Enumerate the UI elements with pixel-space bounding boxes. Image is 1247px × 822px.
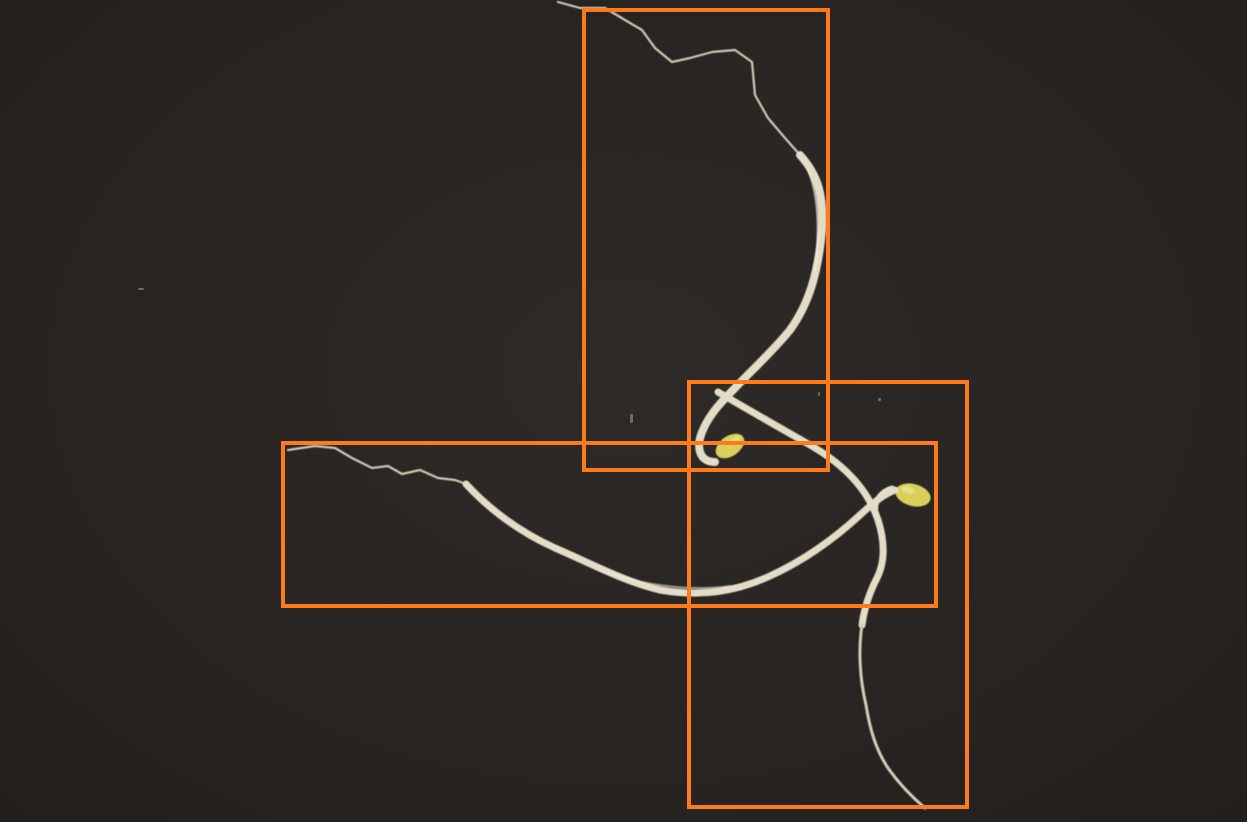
dust-speck xyxy=(878,398,881,401)
dust-speck xyxy=(630,414,633,423)
sprout-3-root xyxy=(286,444,468,486)
dust-speck xyxy=(818,392,820,396)
sprout-2-root xyxy=(858,623,927,810)
sprout-1-stem xyxy=(695,151,827,466)
detection-box-3 xyxy=(281,441,938,608)
sprout-1-stem-highlight xyxy=(806,168,820,272)
sprout-3-stem-highlight xyxy=(599,569,731,590)
sprout-2-seed-highlight xyxy=(901,486,915,494)
sprout-1 xyxy=(556,0,827,466)
dust-speck xyxy=(138,288,144,290)
detection-box-1 xyxy=(582,8,830,472)
sprout-3-stem xyxy=(462,480,899,597)
detection-box-2 xyxy=(687,380,969,809)
sprout-3 xyxy=(286,444,899,597)
